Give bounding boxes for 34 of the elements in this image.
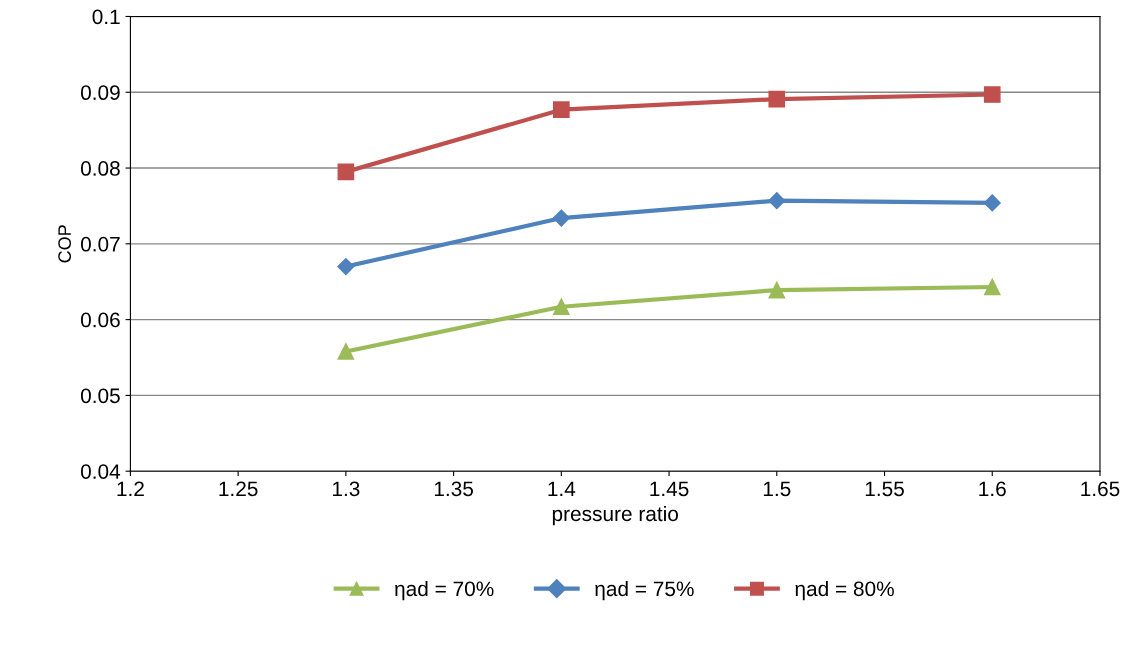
x-tick-label: 1.35 [434, 481, 473, 497]
point [983, 86, 1001, 103]
point [337, 258, 355, 276]
y-axis-title: COP [58, 225, 72, 263]
y-tick-label: 0.08 [80, 161, 120, 176]
legend-label: ηad = 70% [395, 580, 494, 601]
x-axis-title: pressure ratio [552, 505, 679, 526]
y-tick-label: 0.07 [80, 236, 120, 252]
x-tick-label: 1.55 [865, 481, 904, 497]
point [768, 192, 786, 210]
point [768, 90, 786, 108]
point [552, 298, 570, 316]
y-tick-label: 0.04 [80, 464, 121, 479]
point [768, 281, 786, 299]
x-tick-label: 1.5 [763, 481, 791, 497]
point [983, 278, 1001, 296]
legend-label: ηad = 75% [595, 580, 694, 601]
x-tick-label: 1.65 [1081, 481, 1120, 497]
legend-label: ηad = 80% [795, 580, 894, 601]
x-tick-label: 1.2 [117, 481, 144, 496]
x-tick-label: 1.4 [548, 481, 576, 496]
y-tick-label: 0.09 [80, 85, 120, 101]
point [552, 101, 570, 119]
y-tick-label: 0.1 [92, 9, 120, 25]
x-tick-label: 1.3 [332, 481, 360, 497]
point [337, 343, 355, 360]
x-tick-label: 1.45 [650, 481, 689, 497]
y-tick-label: 0.05 [80, 388, 120, 404]
x-tick-label: 1.25 [219, 481, 258, 497]
point [552, 209, 570, 227]
point [983, 194, 1001, 212]
y-tick-label: 0.06 [80, 312, 120, 328]
x-tick-label: 1.6 [979, 481, 1006, 497]
point [337, 163, 355, 181]
